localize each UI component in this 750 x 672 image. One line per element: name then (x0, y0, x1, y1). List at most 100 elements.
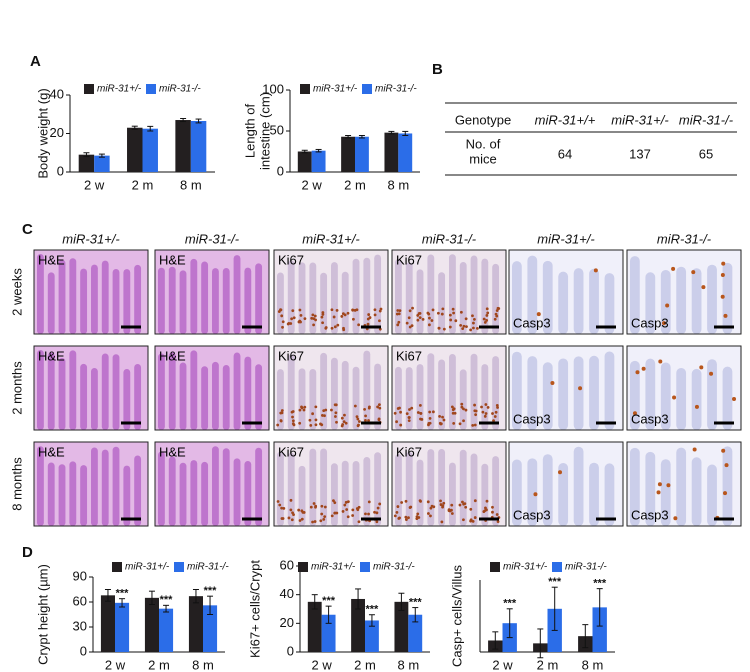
stain-dot (451, 408, 455, 412)
villus (233, 255, 241, 334)
stain-dot (395, 420, 398, 424)
stain-label: Ki67 (396, 348, 422, 363)
villus (80, 363, 88, 430)
stain-dot (407, 419, 411, 423)
table-cell: 64 (558, 146, 572, 161)
stain-dot (311, 313, 315, 317)
villus (244, 356, 252, 430)
stain-dot (378, 403, 381, 407)
villus (298, 465, 306, 526)
stain-dot (666, 483, 671, 488)
villus (212, 361, 219, 430)
stain-dot (291, 309, 295, 313)
legend-swatch (552, 562, 562, 572)
error-bar (119, 598, 126, 608)
micrograph-frame (273, 345, 389, 431)
stain-dot (473, 516, 477, 519)
stain-dot (593, 268, 598, 273)
villus (37, 446, 44, 526)
stain-dot (483, 509, 487, 513)
stain-dot (302, 408, 306, 412)
micrograph-frame (626, 249, 742, 335)
stain-dot (333, 325, 337, 329)
villus (69, 350, 77, 430)
y-axis-label: Crypt height (µm) (35, 564, 50, 665)
legend-label: miR-31-/- (187, 562, 229, 573)
stain-dot (404, 515, 408, 519)
villus (427, 254, 435, 334)
stain-dot (665, 303, 670, 308)
bar (341, 136, 355, 172)
stain-dot (321, 321, 324, 325)
stain-dot (310, 316, 314, 320)
stain-dot (428, 410, 432, 414)
stain-dot (356, 417, 360, 421)
villus (660, 270, 671, 334)
stain-dot (448, 325, 452, 329)
stain-dot (491, 412, 494, 415)
stain-dot (404, 499, 408, 503)
stain-dot (441, 504, 445, 508)
villus (255, 263, 263, 334)
stain-dot (376, 405, 380, 409)
stain-dot (311, 520, 314, 524)
micrograph-frame (273, 441, 389, 527)
villus (134, 264, 142, 334)
stain-dot (336, 323, 340, 327)
stain-dot (658, 359, 663, 364)
legend-label: miR-31+/- (311, 562, 356, 573)
stain-dot (475, 326, 479, 330)
villus (558, 358, 569, 430)
stain-dot (356, 424, 360, 428)
stain-label: Casp3 (513, 507, 551, 522)
stain-dot (281, 320, 285, 324)
micrograph: H&E (33, 249, 149, 335)
stain-dot (367, 500, 371, 504)
stain-dot (436, 311, 440, 315)
significance: *** (204, 585, 218, 597)
stain-dot (471, 423, 475, 427)
stain-dot (429, 506, 433, 510)
y-tick-label: 0 (57, 163, 64, 178)
error-bar (147, 125, 154, 132)
stain-dot (441, 415, 444, 419)
stain-dot (491, 510, 494, 514)
villus (58, 464, 66, 526)
stain-dot (355, 308, 359, 312)
stain-label: Casp3 (631, 411, 669, 426)
error-bar (402, 130, 409, 137)
stain-dot (314, 418, 318, 422)
stain-dot (311, 412, 315, 416)
stain-label: Ki67 (396, 444, 422, 459)
panel-label: A (30, 53, 41, 70)
stain-dot (323, 505, 327, 509)
stain-label: Ki67 (396, 252, 422, 267)
villus (47, 352, 55, 430)
error-bar (207, 595, 214, 615)
y-tick-label: 30 (73, 618, 87, 633)
stain-dot (364, 512, 367, 516)
villus (542, 260, 553, 334)
stain-dot (430, 319, 434, 322)
stain-dot (281, 517, 285, 520)
stain-dot (492, 419, 495, 423)
bar (188, 596, 203, 652)
error-bar (192, 589, 199, 604)
stain-dot (320, 512, 324, 516)
stain-dot (416, 411, 420, 414)
stain-label: Casp3 (631, 507, 669, 522)
stain-dot (480, 405, 483, 409)
stain-dot (533, 492, 538, 497)
stain-dot (550, 380, 555, 385)
stain-label: H&E (159, 252, 186, 267)
bar (365, 620, 379, 652)
stain-dot (297, 508, 301, 512)
micrograph-frame (154, 249, 270, 335)
bar (351, 598, 365, 652)
micrograph: Casp3 (626, 441, 742, 527)
villus (645, 358, 656, 430)
stain-dot (291, 419, 295, 423)
stain-dot (292, 513, 295, 516)
stain-dot (346, 500, 350, 504)
villus (645, 451, 656, 526)
